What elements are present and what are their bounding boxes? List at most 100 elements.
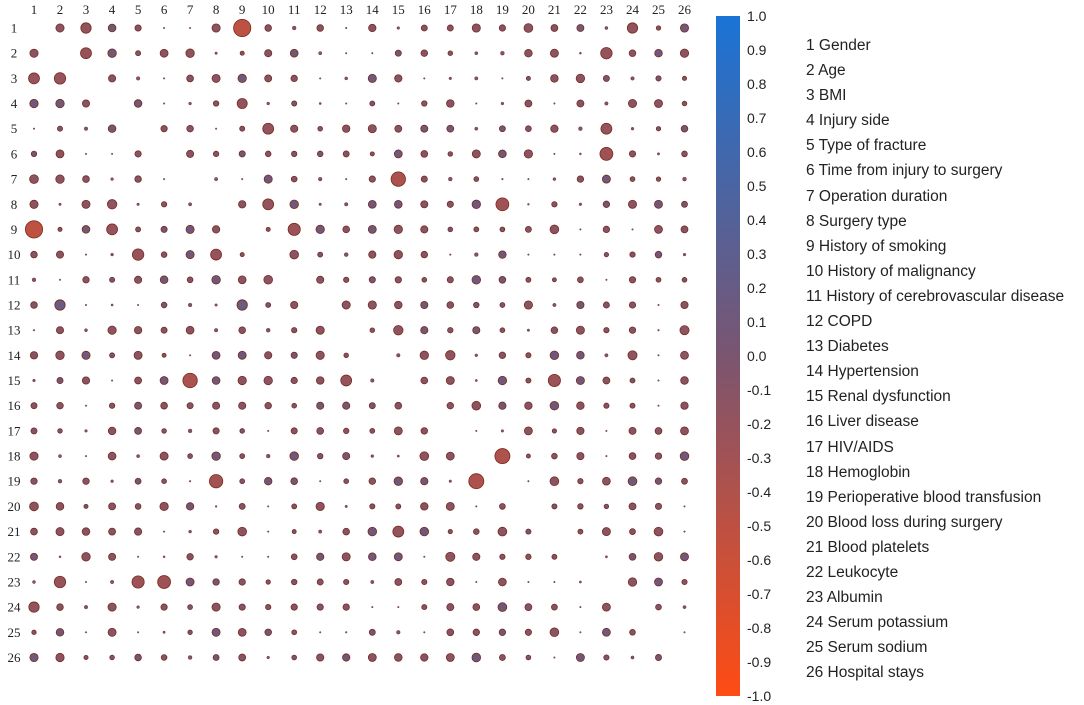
correlation-dot [605, 555, 608, 559]
correlation-dot [291, 529, 297, 535]
correlation-dot [602, 476, 611, 486]
correlation-dot [681, 578, 688, 586]
correlation-dot [315, 224, 325, 235]
correlation-dot [474, 252, 479, 257]
correlation-dot [551, 201, 558, 208]
correlation-dot [657, 404, 660, 407]
correlation-dot [81, 225, 91, 234]
correlation-dot [211, 451, 221, 461]
correlation-dot [445, 451, 455, 461]
correlation-dot [237, 627, 247, 637]
legend-entry: 6 Time from injury to surgery [806, 162, 1003, 180]
x-tick-label: 22 [574, 2, 587, 17]
correlation-dot [134, 653, 142, 662]
correlation-dot [136, 454, 140, 458]
correlation-dot [55, 527, 65, 537]
correlation-dot [316, 552, 325, 561]
correlation-dot [630, 127, 635, 131]
correlation-dot [263, 375, 273, 386]
correlation-dot [266, 328, 271, 333]
x-tick-label: 9 [239, 2, 246, 17]
correlation-dot [681, 150, 688, 158]
correlation-dot [474, 353, 478, 357]
y-tick-label: 9 [11, 222, 18, 237]
correlation-dot [499, 654, 506, 661]
correlation-dot [445, 350, 456, 361]
correlation-dot [238, 603, 246, 611]
correlation-dot [629, 402, 636, 409]
correlation-dot [58, 454, 62, 458]
correlation-dot [291, 503, 298, 510]
correlation-dot [577, 276, 584, 284]
correlation-dot [445, 653, 455, 662]
correlation-dot [551, 553, 558, 560]
correlation-dot [342, 124, 351, 133]
correlation-dot [423, 77, 426, 80]
correlation-dot [447, 151, 454, 157]
correlation-dot [420, 376, 429, 385]
legend-entry: 14 Hypertension [806, 363, 919, 381]
correlation-dot [448, 479, 452, 483]
correlation-dot [657, 379, 660, 382]
correlation-dot [602, 301, 610, 309]
correlation-dot [318, 51, 323, 56]
correlation-dot [683, 530, 686, 533]
correlation-dot [445, 501, 455, 511]
correlation-dot [106, 223, 118, 236]
correlation-dot [57, 479, 63, 484]
correlation-dot [134, 401, 143, 410]
colorbar-tick-label: -0.4 [747, 484, 771, 500]
correlation-dot [84, 253, 87, 256]
correlation-dot [419, 451, 430, 461]
legend-entry: 21 Blood platelets [806, 538, 930, 556]
correlation-dot [681, 100, 688, 107]
correlation-dot [576, 300, 585, 310]
variable-legend: 1 Gender 2 Age 3 BMI 4 Injury side 5 Type of… [806, 33, 1064, 685]
correlation-dot [579, 631, 582, 634]
correlation-dot [33, 127, 36, 130]
correlation-dot [657, 304, 660, 307]
correlation-dot [289, 451, 299, 461]
correlation-dot [446, 124, 455, 133]
correlation-dot [420, 200, 429, 209]
correlation-dot [680, 225, 689, 234]
y-tick-label: 4 [11, 96, 18, 111]
correlation-dot [551, 503, 558, 510]
correlation-dot [107, 602, 117, 612]
correlation-dot [233, 18, 252, 38]
correlation-dot [393, 552, 403, 562]
correlation-dot [630, 76, 635, 81]
correlation-dot [369, 503, 376, 510]
correlation-dot [420, 49, 428, 57]
legend-entry: 1 Gender [806, 37, 871, 54]
correlation-dot [56, 377, 64, 384]
legend-entry: 26 Hospital stays [806, 664, 925, 682]
correlation-dot [396, 454, 400, 458]
x-tick-label: 15 [392, 2, 405, 17]
correlation-dot [344, 504, 348, 508]
correlation-dot [30, 477, 38, 485]
correlation-dot [56, 402, 64, 410]
correlation-dot [421, 100, 428, 107]
legend-entry: 19 Perioperative blood transfusion [806, 488, 1042, 506]
y-tick-label: 12 [8, 297, 21, 312]
correlation-dot [527, 253, 530, 256]
correlation-dot [446, 301, 455, 309]
correlation-dot [316, 275, 325, 284]
correlation-dot [553, 253, 556, 256]
correlation-dot [160, 225, 168, 233]
correlation-dot [186, 276, 194, 284]
x-tick-label: 1 [31, 2, 38, 17]
correlation-dot [602, 225, 611, 234]
correlation-dot [212, 578, 220, 586]
correlation-dot [83, 605, 89, 610]
correlation-dot [316, 24, 324, 32]
correlation-dot [266, 655, 270, 660]
correlation-dot [551, 603, 558, 611]
correlation-dot [629, 377, 636, 384]
correlation-dot [393, 249, 403, 260]
correlation-dot [628, 199, 637, 209]
y-tick-label: 17 [8, 423, 22, 438]
x-tick-label: 8 [213, 2, 220, 17]
correlation-dot [550, 74, 559, 83]
